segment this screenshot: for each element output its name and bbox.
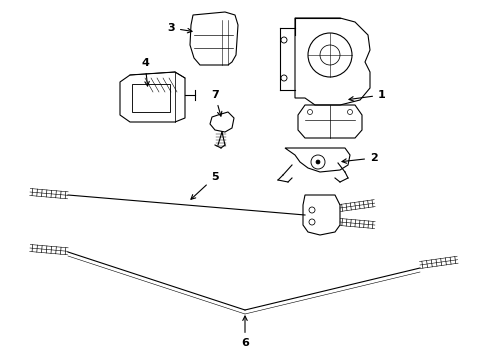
Text: 2: 2: [341, 153, 377, 163]
Text: 6: 6: [241, 316, 248, 348]
Circle shape: [315, 160, 319, 164]
Bar: [132, 84, 170, 112]
Text: 5: 5: [190, 172, 218, 199]
Text: 7: 7: [211, 90, 222, 116]
Text: 4: 4: [141, 58, 149, 86]
Text: 1: 1: [348, 90, 385, 101]
Text: 3: 3: [167, 23, 192, 33]
